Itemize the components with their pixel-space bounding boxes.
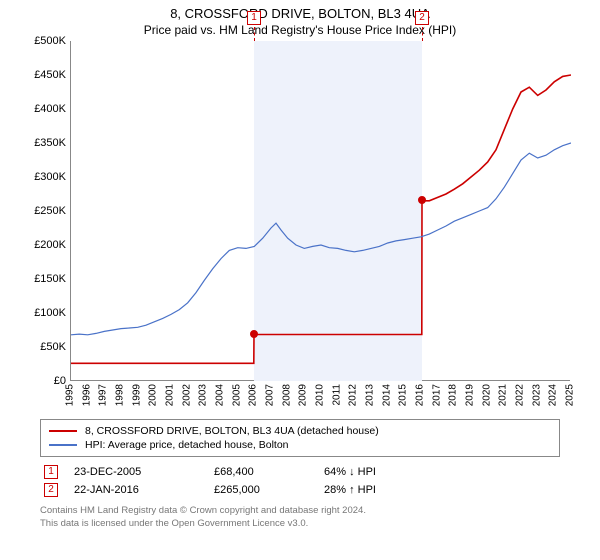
y-tick-label: £500K xyxy=(34,35,66,47)
x-tick-label: 1999 xyxy=(131,384,142,406)
sales-row-price: £68,400 xyxy=(214,466,324,478)
y-tick-label: £350K xyxy=(34,137,66,149)
sales-row-price: £265,000 xyxy=(214,484,324,496)
x-tick-label: 2020 xyxy=(481,384,492,406)
x-tick-label: 2014 xyxy=(381,384,392,406)
x-tick-label: 2017 xyxy=(431,384,442,406)
x-tick-label: 2006 xyxy=(248,384,259,406)
title-address: 8, CROSSFORD DRIVE, BOLTON, BL3 4UA xyxy=(0,6,600,21)
x-tick-label: 2008 xyxy=(281,384,292,406)
sales-row-date: 22-JAN-2016 xyxy=(74,484,214,496)
sales-row: 2 22-JAN-2016£265,00028% ↑ HPI xyxy=(40,481,560,499)
sales-row-marker: 2 xyxy=(44,483,58,497)
sale-marker-box: 2 xyxy=(415,11,429,25)
footer-line-1: Contains HM Land Registry data © Crown c… xyxy=(40,505,560,518)
series-price_paid xyxy=(71,75,571,363)
x-tick-label: 2022 xyxy=(515,384,526,406)
sales-row-date: 23-DEC-2005 xyxy=(74,466,214,478)
x-tick-label: 2000 xyxy=(148,384,159,406)
legend-label: 8, CROSSFORD DRIVE, BOLTON, BL3 4UA (det… xyxy=(85,425,379,437)
x-tick-label: 2013 xyxy=(365,384,376,406)
x-tick-label: 2001 xyxy=(165,384,176,406)
x-tick-label: 2004 xyxy=(215,384,226,406)
series-hpi xyxy=(71,143,571,335)
y-tick-label: £50K xyxy=(40,341,66,353)
x-tick-label: 2021 xyxy=(498,384,509,406)
x-tick-label: 2019 xyxy=(465,384,476,406)
y-tick-label: £400K xyxy=(34,103,66,115)
x-tick-label: 2015 xyxy=(398,384,409,406)
sale-marker-box: 1 xyxy=(247,11,261,25)
x-tick-label: 1996 xyxy=(81,384,92,406)
sales-table: 1 23-DEC-2005£68,40064% ↓ HPI 2 22-JAN-2016… xyxy=(40,463,560,499)
x-tick-label: 1998 xyxy=(115,384,126,406)
y-tick-label: £250K xyxy=(34,205,66,217)
y-tick-label: £200K xyxy=(34,239,66,251)
x-tick-label: 2010 xyxy=(315,384,326,406)
x-tick-label: 2007 xyxy=(265,384,276,406)
sale-dot xyxy=(250,330,258,338)
chart-area: £0£50K£100K£150K£200K£250K£300K£350K£400… xyxy=(20,41,580,411)
title-subtitle: Price paid vs. HM Land Registry's House … xyxy=(0,23,600,37)
y-axis-labels: £0£50K£100K£150K£200K£250K£300K£350K£400… xyxy=(20,41,68,381)
x-tick-label: 2005 xyxy=(231,384,242,406)
x-axis-labels: 1995199619971998199920002001200220032004… xyxy=(70,384,570,414)
x-tick-label: 2003 xyxy=(198,384,209,406)
x-tick-label: 1995 xyxy=(65,384,76,406)
y-tick-label: £300K xyxy=(34,171,66,183)
sale-marker-tick xyxy=(422,27,423,41)
x-tick-label: 2018 xyxy=(448,384,459,406)
legend-swatch xyxy=(49,444,77,446)
legend-label: HPI: Average price, detached house, Bolt… xyxy=(85,439,289,451)
x-tick-label: 2016 xyxy=(415,384,426,406)
chart-titles: 8, CROSSFORD DRIVE, BOLTON, BL3 4UA Pric… xyxy=(0,0,600,41)
x-tick-label: 2002 xyxy=(181,384,192,406)
x-tick-label: 2023 xyxy=(531,384,542,406)
sale-dot xyxy=(418,196,426,204)
y-tick-label: £100K xyxy=(34,307,66,319)
x-tick-label: 2012 xyxy=(348,384,359,406)
legend-swatch xyxy=(49,430,77,432)
attribution-footer: Contains HM Land Registry data © Crown c… xyxy=(40,505,560,531)
chart-container: 8, CROSSFORD DRIVE, BOLTON, BL3 4UA Pric… xyxy=(0,0,600,531)
legend-item: 8, CROSSFORD DRIVE, BOLTON, BL3 4UA (det… xyxy=(49,424,551,438)
y-tick-label: £150K xyxy=(34,273,66,285)
x-tick-label: 2009 xyxy=(298,384,309,406)
x-tick-label: 2011 xyxy=(331,384,342,406)
footer-line-2: This data is licensed under the Open Gov… xyxy=(40,518,560,531)
x-tick-label: 1997 xyxy=(98,384,109,406)
sales-row: 1 23-DEC-2005£68,40064% ↓ HPI xyxy=(40,463,560,481)
sales-row-delta: 28% ↑ HPI xyxy=(324,484,444,496)
sale-marker-tick xyxy=(254,27,255,41)
line-chart-svg xyxy=(71,41,571,381)
x-tick-label: 2025 xyxy=(565,384,576,406)
x-tick-label: 2024 xyxy=(548,384,559,406)
legend-item: HPI: Average price, detached house, Bolt… xyxy=(49,438,551,452)
sales-row-delta: 64% ↓ HPI xyxy=(324,466,444,478)
sales-row-marker: 1 xyxy=(44,465,58,479)
legend: 8, CROSSFORD DRIVE, BOLTON, BL3 4UA (det… xyxy=(40,419,560,457)
y-tick-label: £450K xyxy=(34,69,66,81)
plot-region: 12 xyxy=(70,41,570,381)
